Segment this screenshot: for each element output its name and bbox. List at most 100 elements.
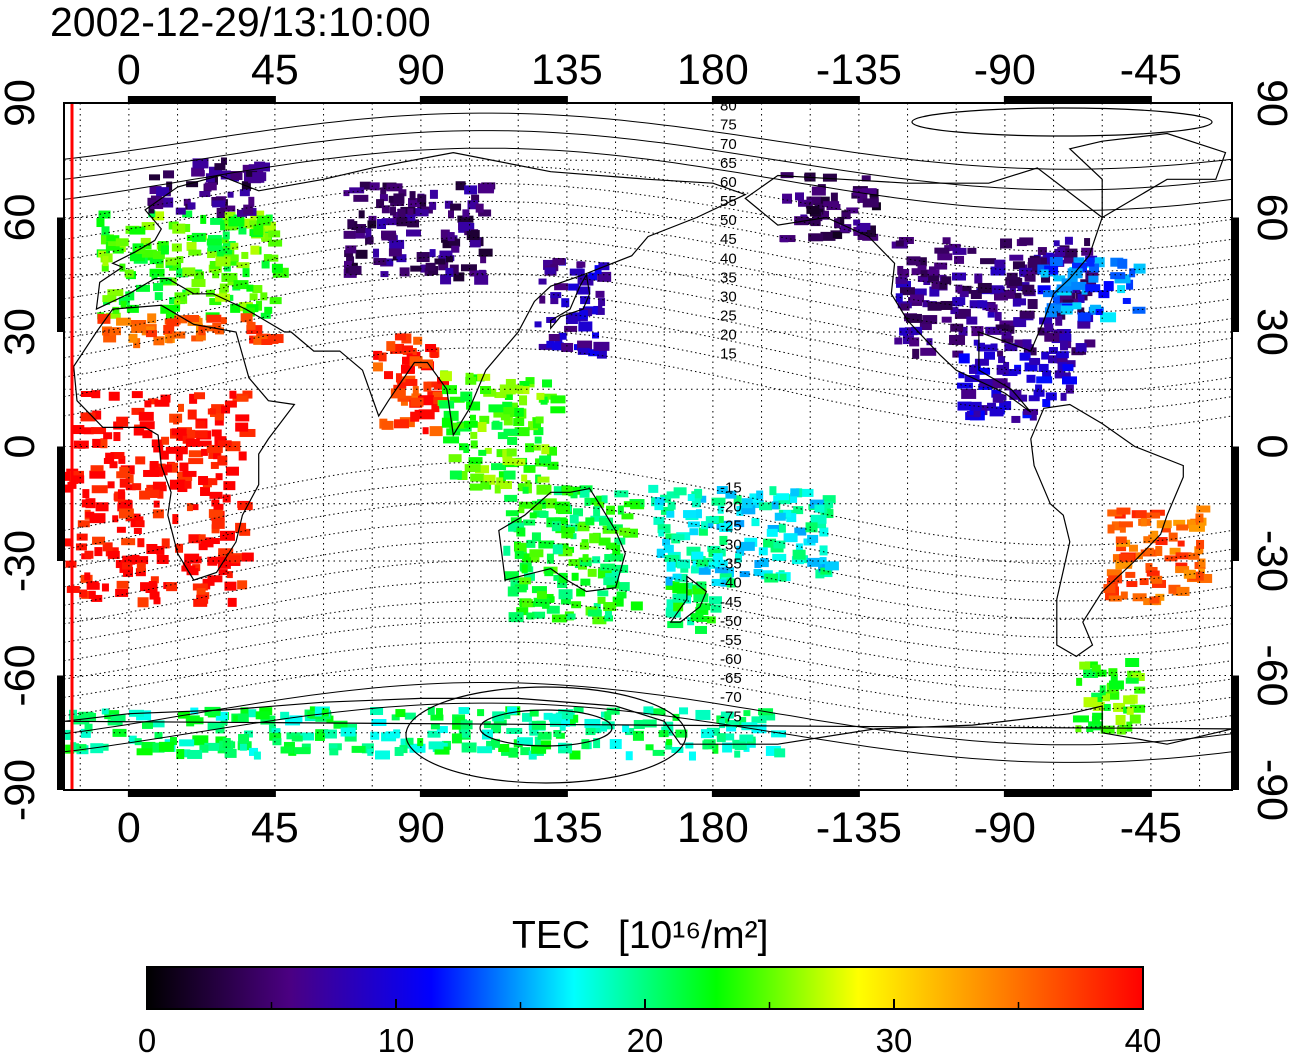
- magnetic-contour: [63, 560, 1233, 638]
- tec-cell: [672, 583, 689, 594]
- tec-cell: [123, 566, 134, 577]
- tec-cell: [1084, 339, 1096, 348]
- tec-cell: [824, 561, 839, 571]
- tec-cell: [954, 308, 971, 319]
- tec-cell: [229, 390, 237, 399]
- tec-cell: [1129, 268, 1136, 278]
- tec-cell: [116, 471, 131, 479]
- tec-cell: [1045, 392, 1057, 401]
- tec-cell: [812, 212, 823, 222]
- tec-cell: [1071, 281, 1087, 290]
- tec-cell: [457, 471, 468, 481]
- tec-cell: [529, 549, 544, 558]
- tec-cell: [716, 733, 726, 743]
- tec-cell: [206, 444, 223, 453]
- tec-cell: [159, 450, 169, 460]
- tec-cell: [1112, 554, 1120, 563]
- tec-cell: [370, 706, 384, 715]
- tec-cell: [807, 534, 819, 543]
- tec-cell: [215, 736, 227, 744]
- tec-cell: [507, 706, 518, 715]
- tec-cell: [145, 330, 157, 338]
- tec-cell: [1077, 312, 1091, 322]
- tec-cell: [217, 247, 233, 258]
- tec-cell: [522, 486, 529, 494]
- tec-cell: [504, 494, 518, 502]
- tec-cell: [959, 291, 969, 298]
- tec-cell: [1023, 344, 1034, 354]
- tec-cell: [496, 477, 504, 486]
- tec-cell: [610, 553, 624, 562]
- tec-cell: [207, 575, 223, 583]
- tec-cell: [552, 258, 566, 266]
- tec-cell: [187, 504, 199, 511]
- tec-cell: [195, 170, 205, 177]
- tec-cell: [272, 738, 282, 746]
- contour-label: 20: [720, 327, 737, 344]
- tec-cell: [84, 550, 94, 559]
- tec-cell: [978, 405, 988, 416]
- lat-tick-label-right: -60: [1248, 644, 1292, 706]
- tec-cell: [381, 218, 397, 226]
- tec-cell: [912, 348, 920, 359]
- tec-cell: [517, 483, 525, 492]
- tec-cell: [79, 589, 88, 598]
- tec-cell: [242, 268, 250, 278]
- tec-cell: [492, 711, 505, 722]
- tec-cell: [684, 595, 692, 604]
- tec-cell: [76, 533, 88, 541]
- tec-cell: [1081, 247, 1094, 256]
- tec-cell: [934, 262, 948, 270]
- tec-cell: [997, 350, 1004, 357]
- tec-cell: [237, 580, 248, 590]
- tec-cell: [395, 373, 402, 383]
- tec-cell: [1095, 309, 1103, 316]
- tec-cell: [592, 616, 607, 625]
- tec-cell: [255, 711, 270, 720]
- tec-cell: [221, 237, 229, 244]
- tec-cell: [980, 258, 997, 265]
- tec-cell: [857, 230, 864, 240]
- tec-cell: [593, 341, 610, 351]
- tec-cell: [1129, 714, 1141, 724]
- tec-cell: [238, 451, 247, 461]
- tec-cell: [719, 535, 728, 545]
- tec-cell: [242, 164, 250, 173]
- tec-cell: [519, 380, 530, 390]
- tec-cell: [503, 407, 515, 418]
- tec-cell: [937, 281, 947, 290]
- tec-cell: [88, 590, 96, 599]
- magnetic-contour: [63, 236, 1233, 313]
- tec-cell: [1053, 275, 1066, 282]
- tec-cell: [321, 708, 329, 717]
- tec-cell: [394, 746, 404, 756]
- tec-cell: [1075, 725, 1082, 733]
- tec-cell: [708, 596, 722, 605]
- tec-cell: [400, 364, 415, 374]
- tec-cell: [175, 451, 183, 461]
- tec-cell: [595, 307, 605, 315]
- tec-cell: [558, 332, 567, 340]
- magnetic-contour: [63, 218, 1233, 293]
- tec-cell: [521, 564, 528, 574]
- tec-cell: [227, 191, 234, 198]
- tec-cell: [687, 521, 700, 528]
- tec-cell: [780, 172, 794, 179]
- tec-cell: [706, 521, 714, 529]
- tec-cell: [505, 510, 519, 517]
- tec-cell: [470, 440, 478, 449]
- tec-cell: [508, 747, 519, 758]
- contour-label: -35: [720, 556, 742, 573]
- tec-cell: [537, 731, 552, 740]
- lat-tick-label-right: 90: [1248, 79, 1292, 127]
- tec-cell: [238, 734, 250, 744]
- tec-cell: [393, 419, 409, 429]
- tec-cell: [989, 407, 1004, 417]
- tec-cell: [131, 391, 143, 399]
- tec-cell: [525, 443, 535, 453]
- tec-cell: [764, 573, 779, 583]
- tec-cell: [1122, 297, 1131, 304]
- tec-cell: [129, 226, 146, 235]
- tec-cell: [116, 317, 132, 326]
- tec-cell: [191, 278, 206, 287]
